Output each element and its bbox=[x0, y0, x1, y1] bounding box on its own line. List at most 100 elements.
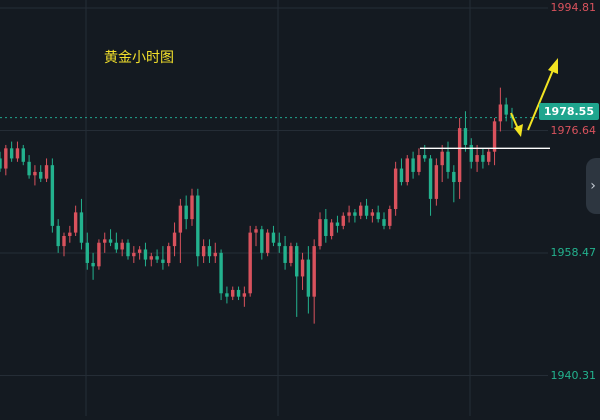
candle-body bbox=[399, 168, 404, 183]
candle-body bbox=[411, 158, 415, 172]
candle-body bbox=[353, 212, 357, 216]
candle-body bbox=[190, 195, 194, 220]
candle-body bbox=[469, 144, 473, 162]
candle-body bbox=[370, 212, 375, 216]
last-price-tag: 1978.55 bbox=[538, 103, 599, 120]
candle-body bbox=[423, 155, 427, 159]
arrow-up-shaft bbox=[527, 69, 554, 131]
candle-body bbox=[376, 212, 380, 220]
candle-body bbox=[172, 232, 177, 247]
candle-body bbox=[248, 232, 252, 294]
candle-body bbox=[329, 222, 334, 236]
candle-body bbox=[452, 171, 456, 183]
candle-body bbox=[161, 259, 165, 263]
candle-body bbox=[254, 229, 258, 233]
candle-body bbox=[50, 165, 55, 226]
candle-body bbox=[184, 205, 188, 220]
candle-body bbox=[271, 232, 276, 243]
candle-body bbox=[475, 155, 479, 162]
candle-body bbox=[289, 246, 293, 263]
candle-body bbox=[126, 242, 130, 257]
candle-body bbox=[91, 262, 95, 267]
candle-body bbox=[143, 249, 148, 260]
candle-body bbox=[434, 165, 439, 199]
candle-body bbox=[219, 252, 223, 294]
candle-body bbox=[265, 232, 270, 253]
candle-body bbox=[324, 219, 328, 236]
candle-body bbox=[68, 232, 72, 236]
candle-body bbox=[312, 246, 316, 297]
y-tick-label: 1958.47 bbox=[550, 246, 597, 260]
candle-body bbox=[196, 195, 200, 257]
chart-title: 黄金小时图 bbox=[104, 50, 174, 66]
candle-body bbox=[114, 242, 119, 250]
arrow-up-head bbox=[548, 58, 558, 74]
candle-body bbox=[0, 158, 2, 169]
candle-body bbox=[149, 256, 153, 260]
candle-body bbox=[260, 229, 264, 253]
candle-body bbox=[393, 168, 398, 210]
candle-body bbox=[15, 148, 20, 159]
candle-body bbox=[335, 222, 340, 226]
candle-body bbox=[85, 242, 89, 263]
candle-body bbox=[132, 252, 136, 257]
candle-body bbox=[481, 155, 485, 162]
candle-body bbox=[62, 235, 66, 247]
candle-body bbox=[347, 212, 351, 216]
chevron-right-icon[interactable]: › bbox=[586, 158, 600, 214]
candle-body bbox=[207, 246, 212, 257]
candle-body bbox=[277, 242, 281, 247]
candle-body bbox=[428, 158, 433, 199]
candle-body bbox=[9, 148, 14, 159]
candle-body bbox=[33, 171, 37, 176]
candle-body bbox=[242, 293, 247, 297]
candle-body bbox=[440, 151, 444, 166]
candle-body bbox=[79, 212, 84, 243]
candle-body bbox=[213, 252, 217, 257]
candle-body bbox=[21, 148, 25, 162]
candle-body bbox=[137, 249, 142, 253]
candle-body bbox=[56, 225, 60, 247]
candle-body bbox=[283, 246, 287, 263]
arrow-down-head bbox=[514, 124, 523, 137]
candle-body bbox=[457, 128, 462, 183]
y-tick-label: 1994.81 bbox=[550, 1, 597, 14]
candle-body bbox=[155, 256, 159, 260]
candle-body bbox=[231, 289, 235, 297]
candle-body bbox=[295, 246, 299, 277]
candle-body bbox=[73, 212, 78, 233]
candle-body bbox=[103, 239, 107, 243]
candle-body bbox=[463, 128, 468, 145]
candle-body bbox=[364, 205, 369, 216]
candle-body bbox=[97, 242, 101, 267]
candle-body bbox=[108, 239, 113, 243]
candle-body bbox=[4, 148, 8, 169]
candle-body bbox=[39, 171, 43, 179]
candle-body bbox=[382, 219, 386, 226]
candle-body bbox=[446, 151, 450, 172]
candle-body bbox=[120, 242, 124, 250]
candle-body bbox=[306, 259, 311, 297]
candle-body bbox=[359, 205, 363, 216]
candle-body bbox=[417, 155, 421, 172]
candle-body bbox=[498, 104, 503, 122]
candle-body bbox=[318, 219, 322, 247]
candle-body bbox=[504, 104, 508, 115]
candle-body bbox=[492, 121, 497, 152]
candle-body bbox=[44, 165, 49, 179]
candle-body bbox=[201, 246, 206, 257]
candle-body bbox=[300, 259, 305, 277]
candle-body bbox=[341, 215, 345, 226]
candle-body bbox=[178, 205, 183, 233]
candle-body bbox=[167, 246, 171, 263]
candle-body bbox=[388, 209, 392, 226]
candle-body bbox=[487, 151, 491, 162]
candle-body bbox=[27, 161, 31, 176]
candle-body bbox=[236, 289, 241, 297]
y-tick-label: 1976.64 bbox=[550, 123, 597, 137]
candle-body bbox=[405, 158, 409, 183]
y-tick-label: 1940.31 bbox=[550, 368, 597, 382]
candle-body bbox=[225, 293, 229, 297]
